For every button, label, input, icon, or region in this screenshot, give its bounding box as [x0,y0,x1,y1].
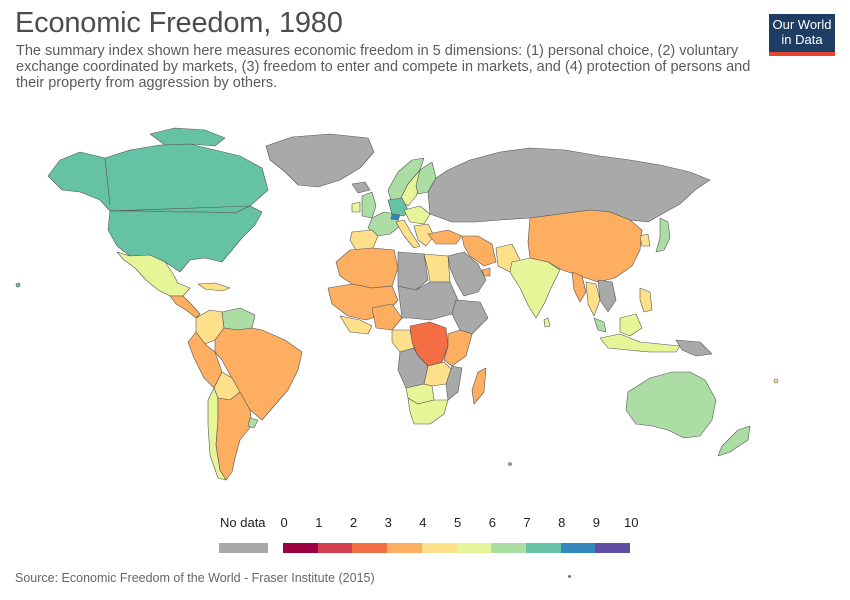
region-argentina[interactable] [215,391,253,481]
region-fiji[interactable] [773,378,779,384]
region-myanmar[interactable] [571,271,587,303]
region-indonesia[interactable] [599,333,681,353]
world-map [15,127,779,481]
legend-tick-2: 2 [349,515,358,530]
source-note: Source: Economic Freedom of the World - … [15,571,375,585]
legend-tick-9: 9 [592,515,601,530]
legend-tick-10: 10 [624,515,639,530]
region-libya[interactable] [397,251,429,291]
region-sri-lanka[interactable] [543,317,551,328]
region-morocco-algeria[interactable] [335,247,399,289]
legend-bin-2-3[interactable] [352,543,388,553]
border-us-canada [109,205,251,212]
region-balkans-greece[interactable] [413,223,435,247]
region-malaysia[interactable] [593,317,607,333]
legend-bin-8-9[interactable] [560,543,596,553]
border-alaska [104,157,111,206]
region-horn-of-africa[interactable] [451,299,489,335]
region-central-africa-north[interactable] [397,281,459,321]
region-philippines[interactable] [639,287,653,313]
region-italy[interactable] [395,219,421,249]
region-madagascar[interactable] [471,367,487,405]
legend-tick-4: 4 [419,515,427,530]
legend-tick-5: 5 [454,515,462,530]
color-legend: No data 0 1 2 3 4 5 6 7 8 9 10 [0,510,850,560]
region-brazil[interactable] [214,327,303,421]
legend-tick-7: 7 [523,515,531,530]
legend-tick-3: 3 [384,515,392,530]
region-iceland[interactable] [351,181,371,194]
region-greenland[interactable] [265,133,375,188]
legend-bin-6-7[interactable] [491,543,527,553]
region-south-korea[interactable] [639,233,651,247]
region-china[interactable] [527,209,643,283]
region-uae[interactable] [481,267,491,277]
region-hawaii[interactable] [15,282,21,288]
decorative-dot [568,575,571,578]
region-indochina[interactable] [597,279,617,313]
legend-bin-1-2[interactable] [317,543,353,553]
region-russia[interactable] [427,147,711,223]
region-switzerland[interactable] [390,213,401,221]
legend-tick-0: 0 [280,515,288,530]
region-new-zealand[interactable] [717,425,751,457]
legend-bin-3-4[interactable] [387,543,423,553]
legend-no-data-swatch [219,543,268,553]
region-arabia[interactable] [447,251,487,297]
our-world-in-data-logo[interactable]: Our World in Data [769,14,835,56]
region-australia[interactable] [625,371,717,439]
region-kenya-tanzania[interactable] [443,329,473,367]
region-central-america[interactable] [169,295,201,319]
legend-tick-1: 1 [315,515,323,530]
region-arctic-islands[interactable] [149,127,226,147]
region-mozambique[interactable] [445,365,463,401]
region-japan[interactable] [655,217,671,253]
logo-line-2: in Data [781,32,823,47]
legend-no-data-label: No data [220,515,266,530]
region-mexico[interactable] [116,251,191,297]
region-borneo[interactable] [619,313,643,337]
region-central-europe[interactable] [403,205,431,225]
region-nigeria[interactable] [371,303,403,331]
logo-line-1: Our World [772,17,832,32]
legend-bin-7-8[interactable] [525,543,562,553]
region-south-africa[interactable] [407,397,449,425]
region-ireland[interactable] [351,201,361,213]
region-congo[interactable] [409,321,449,367]
region-united-kingdom[interactable] [361,191,377,219]
legend-bin-4-5[interactable] [421,543,457,553]
region-west-africa-coast[interactable] [339,315,373,335]
region-turkey[interactable] [427,229,463,245]
legend-bin-0-1[interactable] [283,543,319,553]
region-india[interactable] [509,257,561,319]
region-iberia[interactable] [349,229,379,251]
region-iran[interactable] [461,235,497,267]
legend-tick-8: 8 [558,515,566,530]
region-new-guinea[interactable] [675,339,713,357]
legend-bin-5-6[interactable] [456,543,492,553]
region-uruguay[interactable] [247,417,259,429]
page-title: Economic Freedom, 1980 [15,7,343,39]
region-falklands[interactable] [508,462,512,466]
region-thailand[interactable] [585,281,601,317]
region-caribbean[interactable] [197,282,231,292]
region-canada[interactable] [47,143,269,214]
legend-tick-6: 6 [488,515,496,530]
region-venezuela[interactable] [221,307,256,331]
page-subtitle: The summary index shown here measures ec… [16,43,751,91]
legend-bin-9-10[interactable] [595,543,631,553]
